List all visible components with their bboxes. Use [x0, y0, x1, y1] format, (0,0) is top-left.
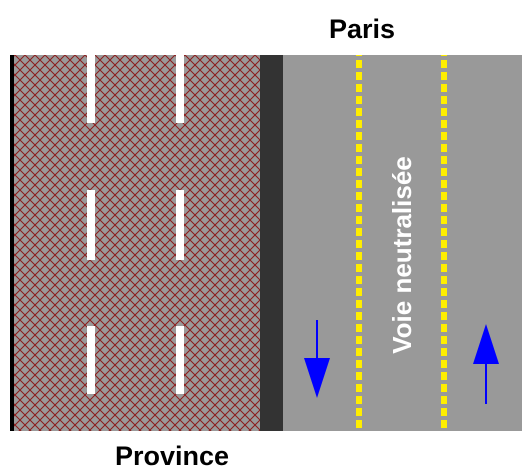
white-dash — [176, 55, 184, 123]
top-direction-label: Paris — [329, 14, 395, 44]
arrow-down-icon — [304, 320, 330, 398]
yellow-dashed-line-left — [356, 55, 362, 431]
neutralized-lane-label: Voie neutralisée — [387, 156, 417, 354]
white-dash — [176, 326, 184, 394]
closed-roadway — [12, 55, 260, 431]
white-dash — [87, 55, 95, 123]
median-strip — [260, 55, 283, 431]
white-dash — [87, 326, 95, 394]
white-dash — [87, 190, 95, 260]
yellow-dashed-line-right — [441, 55, 447, 431]
white-lane-markings — [87, 55, 184, 394]
left-edge-line — [10, 55, 14, 431]
white-dash — [176, 190, 184, 260]
bottom-direction-label: Province — [115, 441, 229, 467]
arrow-up-icon — [473, 324, 499, 404]
